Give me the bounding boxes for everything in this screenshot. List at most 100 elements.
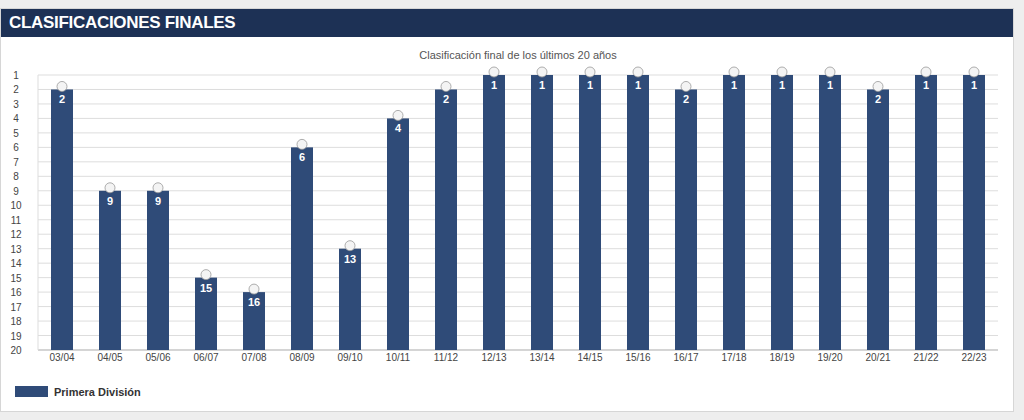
bar (579, 75, 601, 350)
grid-line (38, 103, 998, 104)
icon (441, 81, 451, 91)
y-tick-label: 8 (13, 171, 19, 182)
icon (825, 67, 835, 77)
y-tick-label: 20 (10, 345, 22, 356)
data-label: 2 (59, 93, 65, 105)
y-tick-label: 3 (13, 99, 19, 110)
x-tick-label: 04/05 (97, 352, 122, 363)
grid-line (38, 132, 998, 133)
grid-line (38, 190, 998, 191)
icon (393, 110, 403, 120)
bar (195, 278, 217, 350)
data-label: 16 (248, 296, 260, 308)
grid-line (38, 321, 998, 322)
data-label: 1 (923, 79, 929, 91)
grid-line (38, 161, 998, 162)
x-tick-label: 08/09 (289, 352, 314, 363)
chart: Clasificación final de los últimos 20 añ… (0, 0, 1024, 420)
data-label: 4 (395, 122, 402, 134)
grid-line (38, 234, 998, 235)
bar (723, 75, 745, 350)
data-label: 1 (491, 79, 497, 91)
bar (531, 75, 553, 350)
x-tick-label: 11/12 (434, 352, 459, 363)
y-tick-label: 9 (13, 186, 19, 197)
x-tick-label: 12/13 (481, 352, 506, 363)
bar (627, 75, 649, 350)
icon (633, 67, 643, 77)
y-tick-label: 4 (13, 113, 19, 124)
x-tick-label: 14/15 (577, 352, 602, 363)
header: CLASIFICACIONES FINALES (1, 9, 1013, 37)
x-tick-label: 03/04 (49, 352, 74, 363)
icon (969, 67, 979, 77)
data-label: 1 (539, 79, 545, 91)
data-label: 2 (875, 93, 881, 105)
data-label: 1 (827, 79, 833, 91)
data-label: 9 (107, 195, 113, 207)
data-label: 1 (731, 79, 737, 91)
grid-line (38, 350, 998, 351)
subtitle: Clasificación final de los últimos 20 añ… (419, 49, 617, 61)
bar (435, 89, 457, 350)
bar (51, 89, 73, 350)
x-tick-label: 19/20 (817, 352, 842, 363)
grid-line (38, 263, 998, 264)
x-tick-label: 09/10 (337, 352, 362, 363)
y-tick-label: 12 (10, 229, 22, 240)
bar (915, 75, 937, 350)
icon (777, 67, 787, 77)
y-axis (38, 75, 39, 350)
data-label: 15 (200, 282, 212, 294)
icon (345, 241, 355, 251)
icon (153, 183, 163, 193)
bar (291, 147, 313, 350)
icon (201, 270, 211, 280)
data-label: 6 (299, 151, 305, 163)
y-tick-label: 1 (13, 70, 19, 81)
grid-line (38, 89, 998, 90)
grid-line (38, 335, 998, 336)
x-axis (38, 350, 998, 351)
data-label: 1 (635, 79, 641, 91)
x-tick-label: 20/21 (865, 352, 890, 363)
bar (771, 75, 793, 350)
grid-line (38, 75, 998, 76)
legend-swatch (15, 386, 48, 397)
icon (249, 284, 259, 294)
y-tick-label: 18 (10, 316, 22, 327)
y-tick-label: 5 (13, 128, 19, 139)
x-tick-label: 07/08 (241, 352, 266, 363)
legend-label: Primera División (54, 386, 141, 398)
x-tick-label: 18/19 (769, 352, 794, 363)
icon (921, 67, 931, 77)
y-tick-label: 17 (10, 302, 22, 313)
icon (585, 67, 595, 77)
grid-line (38, 306, 998, 307)
bar (99, 191, 121, 350)
icon (537, 67, 547, 77)
y-tick-label: 10 (10, 200, 22, 211)
bar (867, 89, 889, 350)
y-tick-label: 7 (13, 157, 19, 168)
icon (297, 139, 307, 149)
icon (681, 81, 691, 91)
grid-line (38, 248, 998, 249)
x-tick-label: 22/23 (961, 352, 986, 363)
bar (483, 75, 505, 350)
y-tick-label: 2 (13, 84, 19, 95)
x-tick-label: 06/07 (193, 352, 218, 363)
x-tick-label: 17/18 (721, 352, 746, 363)
x-tick-label: 10/11 (386, 352, 411, 363)
bar (819, 75, 841, 350)
grid-line (38, 147, 998, 148)
bars (51, 75, 985, 350)
grid-line (38, 118, 998, 119)
y-tick-label: 19 (10, 331, 22, 342)
icon (105, 183, 115, 193)
x-tick-label: 13/14 (529, 352, 554, 363)
data-label: 1 (971, 79, 977, 91)
data-label: 1 (587, 79, 593, 91)
y-tick-label: 14 (10, 258, 22, 269)
grid-line (38, 205, 998, 206)
